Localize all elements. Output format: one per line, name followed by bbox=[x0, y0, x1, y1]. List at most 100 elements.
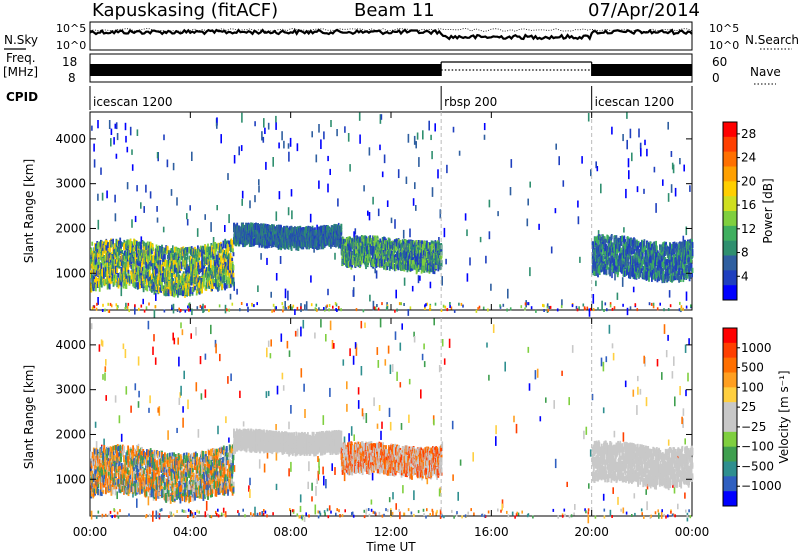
scatter-cell bbox=[369, 295, 371, 302]
scatter-cell bbox=[279, 191, 281, 199]
scatter-cell bbox=[275, 122, 277, 130]
scatter-cell bbox=[369, 212, 371, 220]
scatter-cell bbox=[466, 229, 468, 236]
scatter-cell bbox=[640, 148, 642, 156]
scatter-cell bbox=[626, 140, 628, 149]
echo-cell bbox=[194, 286, 196, 290]
scatter-cell bbox=[622, 134, 624, 141]
scatter-cell bbox=[290, 138, 292, 147]
scatter-cell bbox=[465, 213, 467, 220]
scatter-cell bbox=[459, 151, 461, 156]
echo-cell bbox=[432, 244, 434, 249]
scatter-cell bbox=[485, 256, 487, 264]
scatter-cell bbox=[283, 141, 285, 149]
echo-cell bbox=[611, 234, 613, 239]
scatter-cell bbox=[344, 126, 346, 133]
scatter-cell bbox=[329, 169, 331, 175]
scatter-cell bbox=[384, 155, 386, 164]
scatter-cell bbox=[558, 156, 560, 165]
echo-cell bbox=[224, 239, 226, 244]
scatter-cell bbox=[617, 293, 619, 300]
scatter-cell bbox=[376, 270, 378, 278]
scatter-cell bbox=[130, 127, 132, 136]
scatter-cell bbox=[432, 187, 434, 197]
scatter-cell bbox=[228, 214, 230, 223]
scatter-cell bbox=[637, 186, 639, 192]
scatter-cell bbox=[115, 124, 117, 129]
scatter-cell bbox=[510, 187, 512, 195]
scatter-cell bbox=[150, 191, 152, 198]
scatter-cell bbox=[276, 211, 278, 220]
scatter-cell bbox=[135, 216, 137, 222]
scatter-cell bbox=[595, 281, 597, 287]
scatter-cell bbox=[434, 123, 436, 131]
freq-block-2 bbox=[592, 64, 692, 76]
scatter-cell bbox=[413, 198, 415, 206]
scatter-cell bbox=[327, 184, 329, 193]
scatter-cell bbox=[163, 135, 165, 141]
freq-block-1 bbox=[90, 64, 441, 76]
scatter-cell bbox=[224, 225, 226, 232]
echo-cell bbox=[195, 249, 197, 256]
beam-title: Beam 11 bbox=[354, 0, 435, 21]
scatter-cell bbox=[430, 282, 432, 289]
station-title: Kapuskasing (fitACF) bbox=[92, 0, 278, 21]
scatter-cell bbox=[403, 230, 405, 239]
echo-cell bbox=[168, 289, 170, 296]
scatter-cell bbox=[137, 129, 139, 136]
scatter-cell bbox=[264, 128, 266, 134]
scatter-cell bbox=[266, 258, 268, 265]
scatter-cell bbox=[275, 116, 277, 123]
scatter-cell bbox=[163, 227, 165, 233]
scatter-cell bbox=[630, 129, 632, 139]
scatter-cell bbox=[204, 214, 206, 220]
scatter-cell bbox=[431, 151, 433, 159]
scatter-cell bbox=[601, 301, 603, 311]
scatter-cell bbox=[125, 123, 127, 130]
echo-cell bbox=[435, 265, 437, 269]
scatter-cell bbox=[683, 165, 685, 172]
scatter-cell bbox=[258, 179, 260, 185]
echo-cell bbox=[223, 275, 225, 280]
scatter-cell bbox=[116, 154, 118, 159]
scatter-cell bbox=[157, 218, 159, 223]
scatter-cell bbox=[318, 181, 320, 189]
echo-cell bbox=[595, 269, 597, 276]
scatter-cell bbox=[662, 179, 664, 185]
scatter-cell bbox=[109, 120, 111, 129]
scatter-cell bbox=[310, 214, 312, 223]
scatter-cell bbox=[625, 189, 627, 198]
scatter-cell bbox=[136, 185, 138, 191]
scatter-cell bbox=[114, 195, 116, 203]
scatter-cell bbox=[418, 275, 420, 283]
scatter-cell bbox=[227, 173, 229, 180]
scatter-cell bbox=[595, 161, 597, 168]
scatter-cell bbox=[414, 182, 416, 189]
scatter-cell bbox=[132, 164, 134, 171]
scatter-cell bbox=[191, 309, 193, 315]
scatter-cell bbox=[626, 112, 628, 118]
scatter-cell bbox=[116, 122, 118, 129]
scatter-cell bbox=[359, 135, 361, 144]
scatter-cell bbox=[353, 275, 355, 281]
scatter-cell bbox=[484, 135, 486, 140]
scatter-cell bbox=[171, 189, 173, 196]
echo-cell bbox=[116, 275, 118, 279]
scatter-cell bbox=[484, 123, 486, 130]
scatter-cell bbox=[291, 189, 293, 196]
scatter-cell bbox=[406, 177, 408, 184]
cpid-segment-label: icescan 1200 bbox=[93, 95, 172, 109]
echo-cell bbox=[187, 253, 189, 260]
echo-cell bbox=[178, 275, 180, 281]
echo-cell bbox=[161, 285, 163, 291]
scatter-cell bbox=[593, 294, 595, 304]
scatter-cell bbox=[117, 133, 119, 140]
scatter-cell bbox=[310, 275, 312, 282]
scatter-cell bbox=[131, 149, 133, 154]
scatter-cell bbox=[189, 205, 191, 210]
scatter-cell bbox=[297, 143, 299, 151]
scatter-cell bbox=[241, 145, 243, 151]
